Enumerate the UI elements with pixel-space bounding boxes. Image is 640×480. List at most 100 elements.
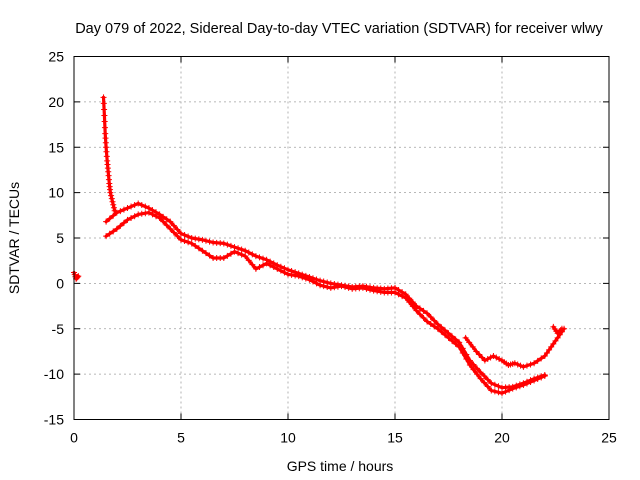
data-point-marker — [120, 206, 127, 213]
data-point-marker — [220, 254, 227, 261]
data-point-marker — [110, 228, 117, 235]
data-point-marker — [477, 375, 484, 382]
data-point-marker — [110, 201, 117, 208]
data-point-marker — [156, 215, 163, 222]
data-point-marker — [550, 340, 557, 347]
data-point-marker — [416, 311, 423, 318]
data-point-marker — [106, 215, 113, 222]
data-point-marker — [541, 352, 548, 359]
data-point-marker — [188, 240, 195, 247]
data-point-marker — [202, 250, 209, 257]
data-point-marker — [178, 236, 184, 243]
data-point-marker — [124, 205, 131, 212]
data-point-marker — [477, 369, 484, 376]
data-point-marker — [100, 94, 107, 101]
data-point-marker — [135, 211, 142, 218]
data-point-marker — [256, 254, 263, 261]
data-point-marker — [552, 337, 559, 344]
data-point-marker — [103, 233, 110, 240]
data-point-marker — [488, 380, 495, 387]
data-point-marker — [431, 317, 438, 324]
data-point-marker — [238, 251, 245, 258]
data-point-marker — [513, 384, 520, 391]
data-point-marker — [534, 357, 541, 364]
data-point-marker — [181, 238, 188, 245]
data-point-marker — [242, 247, 249, 254]
data-point-marker — [199, 236, 206, 243]
data-point-marker — [484, 383, 491, 390]
data-point-marker — [488, 387, 495, 394]
x-tick-label: 20 — [494, 430, 510, 446]
data-point-marker — [252, 265, 259, 272]
x-tick-label: 10 — [280, 430, 296, 446]
data-point-marker — [120, 219, 127, 226]
data-point-marker — [392, 289, 398, 296]
data-point-marker — [363, 285, 370, 292]
y-tick-label: -15 — [44, 412, 64, 428]
data-point-marker — [502, 388, 509, 395]
data-point-marker — [167, 218, 174, 225]
data-point-marker — [153, 213, 160, 220]
data-point-marker — [327, 284, 334, 291]
data-point-marker — [101, 106, 108, 113]
data-point-marker — [107, 189, 114, 196]
data-point-marker — [491, 388, 498, 395]
data-point-marker — [476, 351, 483, 358]
data-point-marker — [142, 203, 149, 210]
chart-title: Day 079 of 2022, Sidereal Day-to-day VTE… — [75, 21, 603, 37]
data-point-marker — [516, 383, 523, 390]
data-point-marker — [456, 343, 463, 350]
x-tick-label: 25 — [601, 430, 617, 446]
data-point-marker — [466, 362, 473, 369]
data-point-marker — [367, 286, 374, 293]
data-point-marker — [495, 383, 502, 390]
data-point-marker — [117, 222, 124, 229]
data-point-marker — [527, 378, 534, 385]
data-point-marker — [420, 307, 427, 314]
data-point-marker — [309, 278, 316, 285]
data-point-marker — [110, 212, 117, 219]
data-point-marker — [479, 354, 486, 361]
data-point-marker — [481, 372, 488, 379]
data-point-marker — [459, 349, 466, 356]
data-point-marker — [128, 203, 135, 210]
data-point-marker — [345, 284, 352, 291]
data-point-marker — [220, 240, 227, 247]
data-point-marker — [260, 255, 267, 262]
data-point-marker — [170, 229, 177, 236]
data-point-marker — [424, 310, 431, 317]
data-point-marker — [109, 198, 116, 205]
x-tick-label: 15 — [387, 430, 403, 446]
data-point-marker — [538, 374, 545, 381]
data-point-marker — [103, 218, 110, 225]
data-point-marker — [113, 225, 120, 232]
data-point-marker — [317, 282, 324, 289]
y-tick-label: 15 — [48, 139, 64, 155]
data-point-marker — [359, 284, 366, 291]
data-point-marker — [142, 210, 149, 217]
data-point-marker — [441, 331, 448, 338]
data-point-marker — [227, 242, 234, 249]
data-point-marker — [252, 253, 259, 260]
data-point-marker — [100, 100, 107, 107]
data-point-marker — [548, 343, 555, 350]
data-point-marker — [281, 269, 288, 276]
data-point-marker — [188, 235, 195, 241]
data-point-marker — [170, 222, 177, 229]
data-point-marker — [108, 195, 115, 202]
data-point-marker — [249, 251, 256, 258]
data-point-marker — [245, 249, 252, 256]
data-point-marker — [438, 328, 445, 335]
data-point-marker — [270, 264, 277, 271]
data-point-marker — [245, 257, 252, 264]
y-tick-label: 20 — [48, 94, 64, 110]
data-point-marker — [192, 235, 199, 242]
data-point-marker — [231, 248, 238, 255]
data-point-marker — [260, 262, 267, 269]
data-point-marker — [374, 288, 381, 295]
data-point-marker — [474, 365, 481, 372]
data-point-marker — [474, 371, 481, 378]
data-point-marker — [484, 376, 491, 383]
data-point-marker — [277, 267, 284, 274]
data-point-marker — [263, 260, 270, 267]
